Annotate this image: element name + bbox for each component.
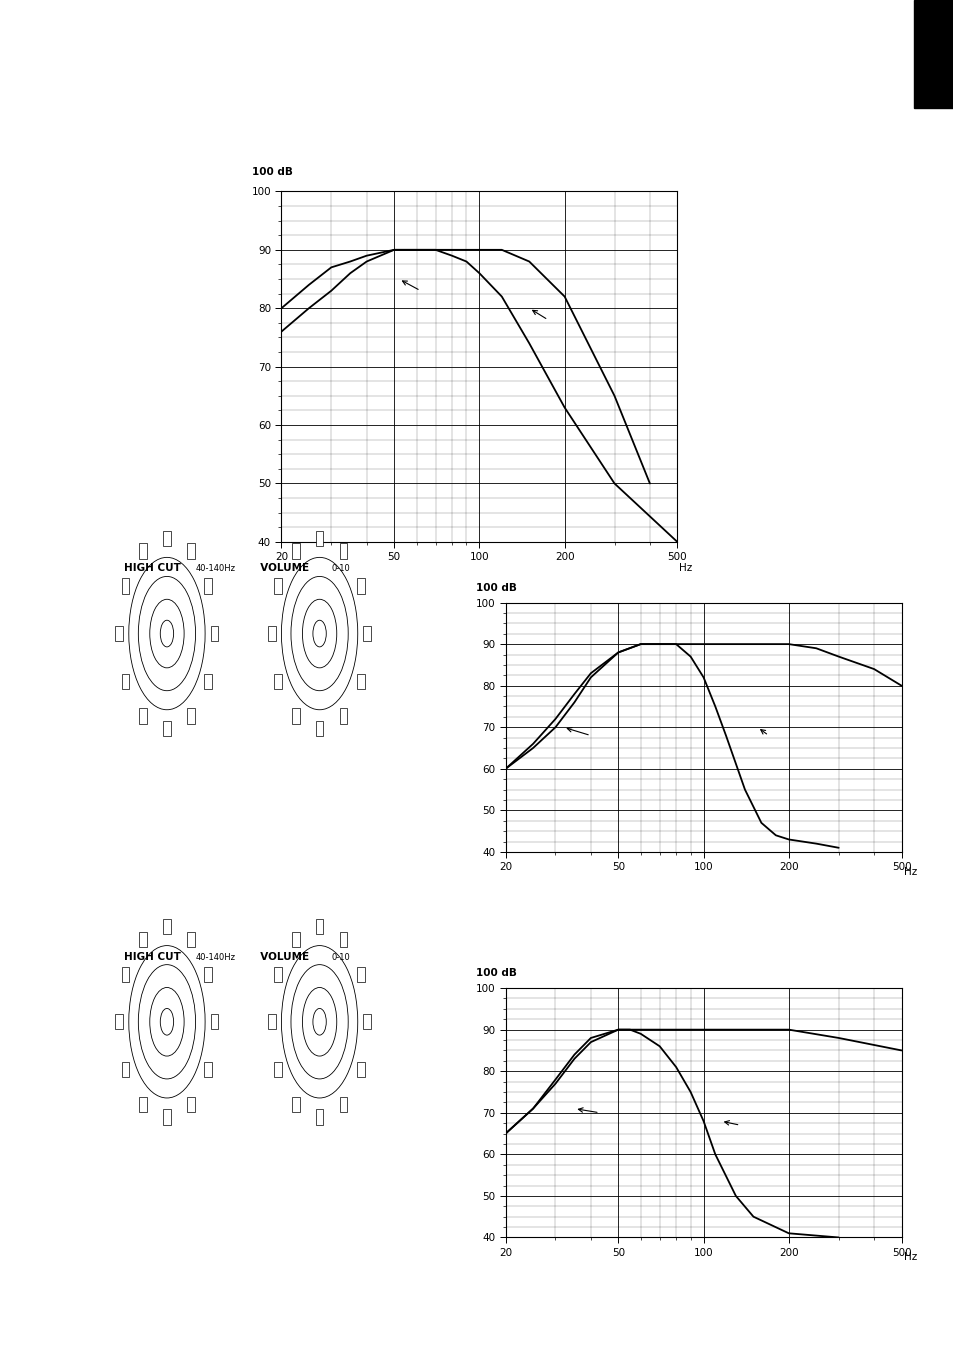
- Text: VOLUME: VOLUME: [253, 563, 309, 573]
- Text: 40-140Hz: 40-140Hz: [195, 953, 235, 962]
- Text: 100 dB: 100 dB: [476, 582, 517, 593]
- Text: 0-10: 0-10: [332, 563, 351, 573]
- Text: Hz: Hz: [679, 563, 692, 573]
- Text: HIGH CUT: HIGH CUT: [124, 953, 181, 962]
- Text: Hz: Hz: [902, 1252, 916, 1263]
- Text: HIGH CUT: HIGH CUT: [124, 563, 181, 573]
- Text: Hz: Hz: [902, 867, 916, 878]
- Text: 40-140Hz: 40-140Hz: [195, 563, 235, 573]
- Text: VOLUME: VOLUME: [253, 953, 309, 962]
- Text: 100 dB: 100 dB: [252, 167, 293, 178]
- Text: 0-10: 0-10: [332, 953, 351, 962]
- Text: 100 dB: 100 dB: [476, 968, 517, 979]
